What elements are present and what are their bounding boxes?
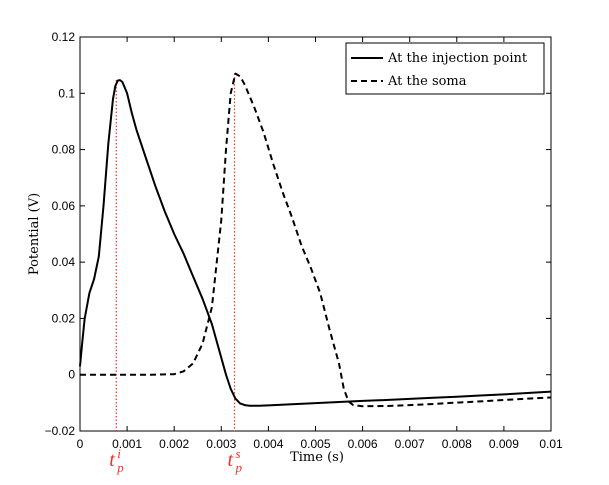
legend: At the injection point At the soma: [345, 42, 545, 95]
series-line-soma: [80, 72, 552, 408]
x-tick-label: 0.005: [300, 437, 330, 451]
marker-label-sup: s: [235, 446, 240, 461]
x-tick-label: 0.003: [206, 437, 236, 451]
x-tick-label: 0: [77, 437, 84, 451]
x-tick-label: 0.006: [348, 437, 378, 451]
marker-label-base: t: [109, 449, 115, 471]
x-tick-label: 0.007: [395, 437, 425, 451]
series-lines: [79, 72, 552, 408]
x-tick-label: 0.004: [253, 437, 283, 451]
y-tick-label: 0.1: [58, 86, 75, 100]
y-tick-label: 0.04: [52, 255, 76, 269]
marker-labels: t ip t sp: [109, 446, 242, 475]
x-tick-label: 0.002: [159, 437, 189, 451]
legend-label-soma: At the soma: [387, 74, 467, 89]
y-tick-label: 0.06: [52, 199, 76, 213]
y-tick-label: 0.12: [52, 30, 76, 44]
x-tick-label: 0.009: [489, 437, 519, 451]
marker-lines: [115, 73, 236, 431]
y-axis-title: Potential (V): [27, 193, 42, 275]
legend-box: [345, 42, 545, 95]
x-axis-ticks: 0 0.001 0.002 0.003 0.004 0.005 0.006 0.007 0.00…: [77, 37, 563, 451]
marker-label: t sp: [227, 446, 242, 475]
y-tick-label: 0: [68, 368, 75, 382]
y-tick-label: 0.02: [52, 311, 76, 325]
legend-label-injection: At the injection point: [387, 51, 528, 66]
x-tick-label: 0.001: [112, 437, 142, 451]
x-tick-label: 0.008: [442, 437, 472, 451]
marker-label-sub: p: [116, 460, 124, 475]
series-line-injection-point: [79, 79, 552, 407]
x-axis-title: Time (s): [290, 450, 344, 465]
plot-area: [79, 36, 552, 432]
marker-label: t ip: [109, 446, 124, 475]
y-tick-label: 0.08: [52, 143, 76, 157]
y-tick-label: −0.02: [45, 424, 76, 438]
marker-label-sub: p: [234, 460, 242, 475]
x-tick-label: 0.01: [539, 437, 563, 451]
y-axis-ticks: −0.02 0 0.02 0.04 0.06 0.08 0.1 0.12: [45, 30, 551, 438]
marker-label-sup: i: [117, 446, 121, 461]
marker-label-base: t: [227, 449, 233, 471]
